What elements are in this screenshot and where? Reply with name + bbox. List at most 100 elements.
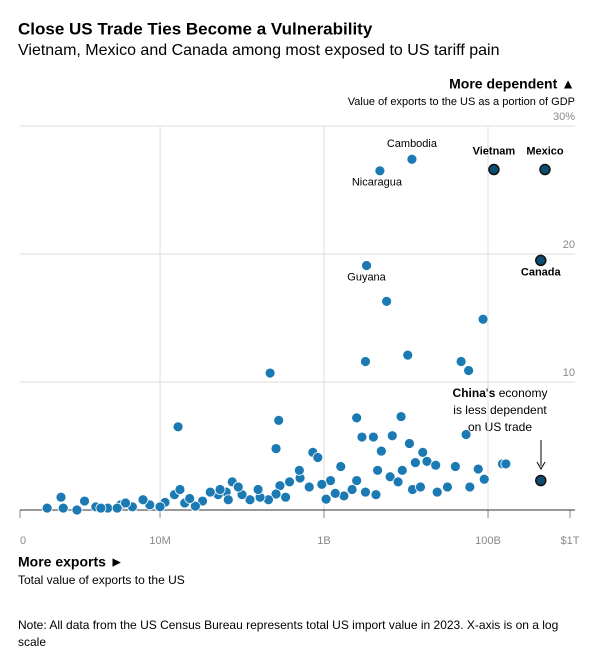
point: [280, 491, 292, 503]
point: [539, 163, 551, 176]
annotation-bold: China's: [453, 386, 496, 400]
point: [372, 464, 383, 476]
point-label: Mexico: [526, 145, 564, 157]
point: [431, 486, 443, 498]
point: [381, 295, 393, 307]
point: [361, 260, 372, 271]
point: [95, 502, 107, 514]
point: [335, 461, 347, 472]
point: [402, 349, 414, 361]
point: [535, 474, 547, 487]
point: [351, 412, 363, 424]
point: [415, 481, 426, 493]
point: [346, 484, 358, 495]
annotation-arrowhead: [536, 461, 546, 471]
x-axis-label: Total value of exports to the US: [18, 573, 185, 587]
note: Note: All data from the US Census Bureau…: [18, 618, 558, 632]
point: [79, 495, 90, 507]
point: [417, 446, 429, 458]
point-label: Cambodia: [387, 138, 438, 150]
point: [395, 411, 407, 422]
point: [360, 486, 371, 498]
point: [367, 431, 379, 443]
annotation-text: economy: [499, 386, 548, 400]
point: [392, 476, 404, 488]
x-tick-label: 100B: [475, 535, 501, 547]
point: [172, 421, 184, 433]
point: [293, 464, 305, 476]
point: [356, 431, 368, 443]
point: [111, 502, 123, 514]
point: [222, 494, 234, 506]
point: [270, 443, 282, 454]
x-tick-label: $1T: [561, 535, 580, 547]
point: [386, 430, 398, 442]
point: [284, 476, 295, 488]
y-tick-label: 20: [563, 239, 575, 251]
point: [370, 489, 382, 501]
x-tick-label: 10M: [149, 535, 170, 547]
chart-title: Close US Trade Ties Become a Vulnerabili…: [18, 19, 373, 38]
point: [320, 493, 332, 505]
point: [535, 254, 547, 267]
point: [430, 459, 442, 471]
point: [303, 481, 315, 493]
point: [204, 486, 216, 498]
point: [384, 471, 396, 483]
point: [375, 445, 387, 457]
point: [488, 163, 500, 176]
y-axis-direction: More dependent ▲: [449, 76, 575, 92]
point-label: Canada: [521, 266, 562, 278]
point: [464, 481, 476, 493]
point: [244, 494, 256, 506]
x-axis-direction: More exports ►: [18, 554, 124, 570]
point-label: Nicaragua: [352, 177, 403, 189]
point: [184, 493, 196, 504]
point: [312, 452, 324, 463]
x-tick-label: 1B: [317, 535, 330, 547]
annotation: on US trade: [468, 420, 532, 434]
y-tick-label: 30%: [553, 111, 575, 123]
point: [360, 356, 371, 367]
point: [190, 500, 201, 512]
note: scale: [18, 635, 46, 649]
point: [273, 414, 285, 426]
point: [120, 497, 131, 509]
point-label: Vietnam: [473, 145, 516, 157]
point: [449, 461, 461, 472]
point: [214, 484, 226, 495]
point: [71, 504, 83, 516]
y-tick-label: 10: [563, 367, 575, 379]
point: [455, 356, 467, 367]
point: [477, 313, 489, 325]
point-label: Guyana: [347, 271, 386, 283]
point: [154, 501, 166, 513]
annotation: China's economy: [453, 386, 548, 400]
point: [478, 473, 490, 485]
point: [174, 484, 186, 495]
point: [404, 438, 415, 449]
point: [232, 481, 244, 493]
point: [406, 153, 418, 165]
point: [252, 484, 264, 495]
point: [374, 165, 386, 177]
point: [41, 502, 53, 514]
point: [396, 464, 408, 476]
point: [329, 487, 341, 499]
point: [316, 478, 328, 490]
point: [460, 429, 472, 440]
point: [409, 457, 421, 469]
point: [264, 367, 276, 379]
point: [270, 488, 282, 500]
point: [500, 458, 512, 470]
x-tick-label: 0: [20, 535, 26, 547]
point: [442, 481, 453, 493]
point: [472, 463, 484, 475]
point: [57, 502, 69, 514]
point: [463, 365, 475, 376]
y-axis-label: Value of exports to the US as a portion …: [348, 96, 575, 108]
point: [351, 475, 363, 486]
annotation: is less dependent: [453, 403, 547, 417]
point: [137, 494, 149, 506]
